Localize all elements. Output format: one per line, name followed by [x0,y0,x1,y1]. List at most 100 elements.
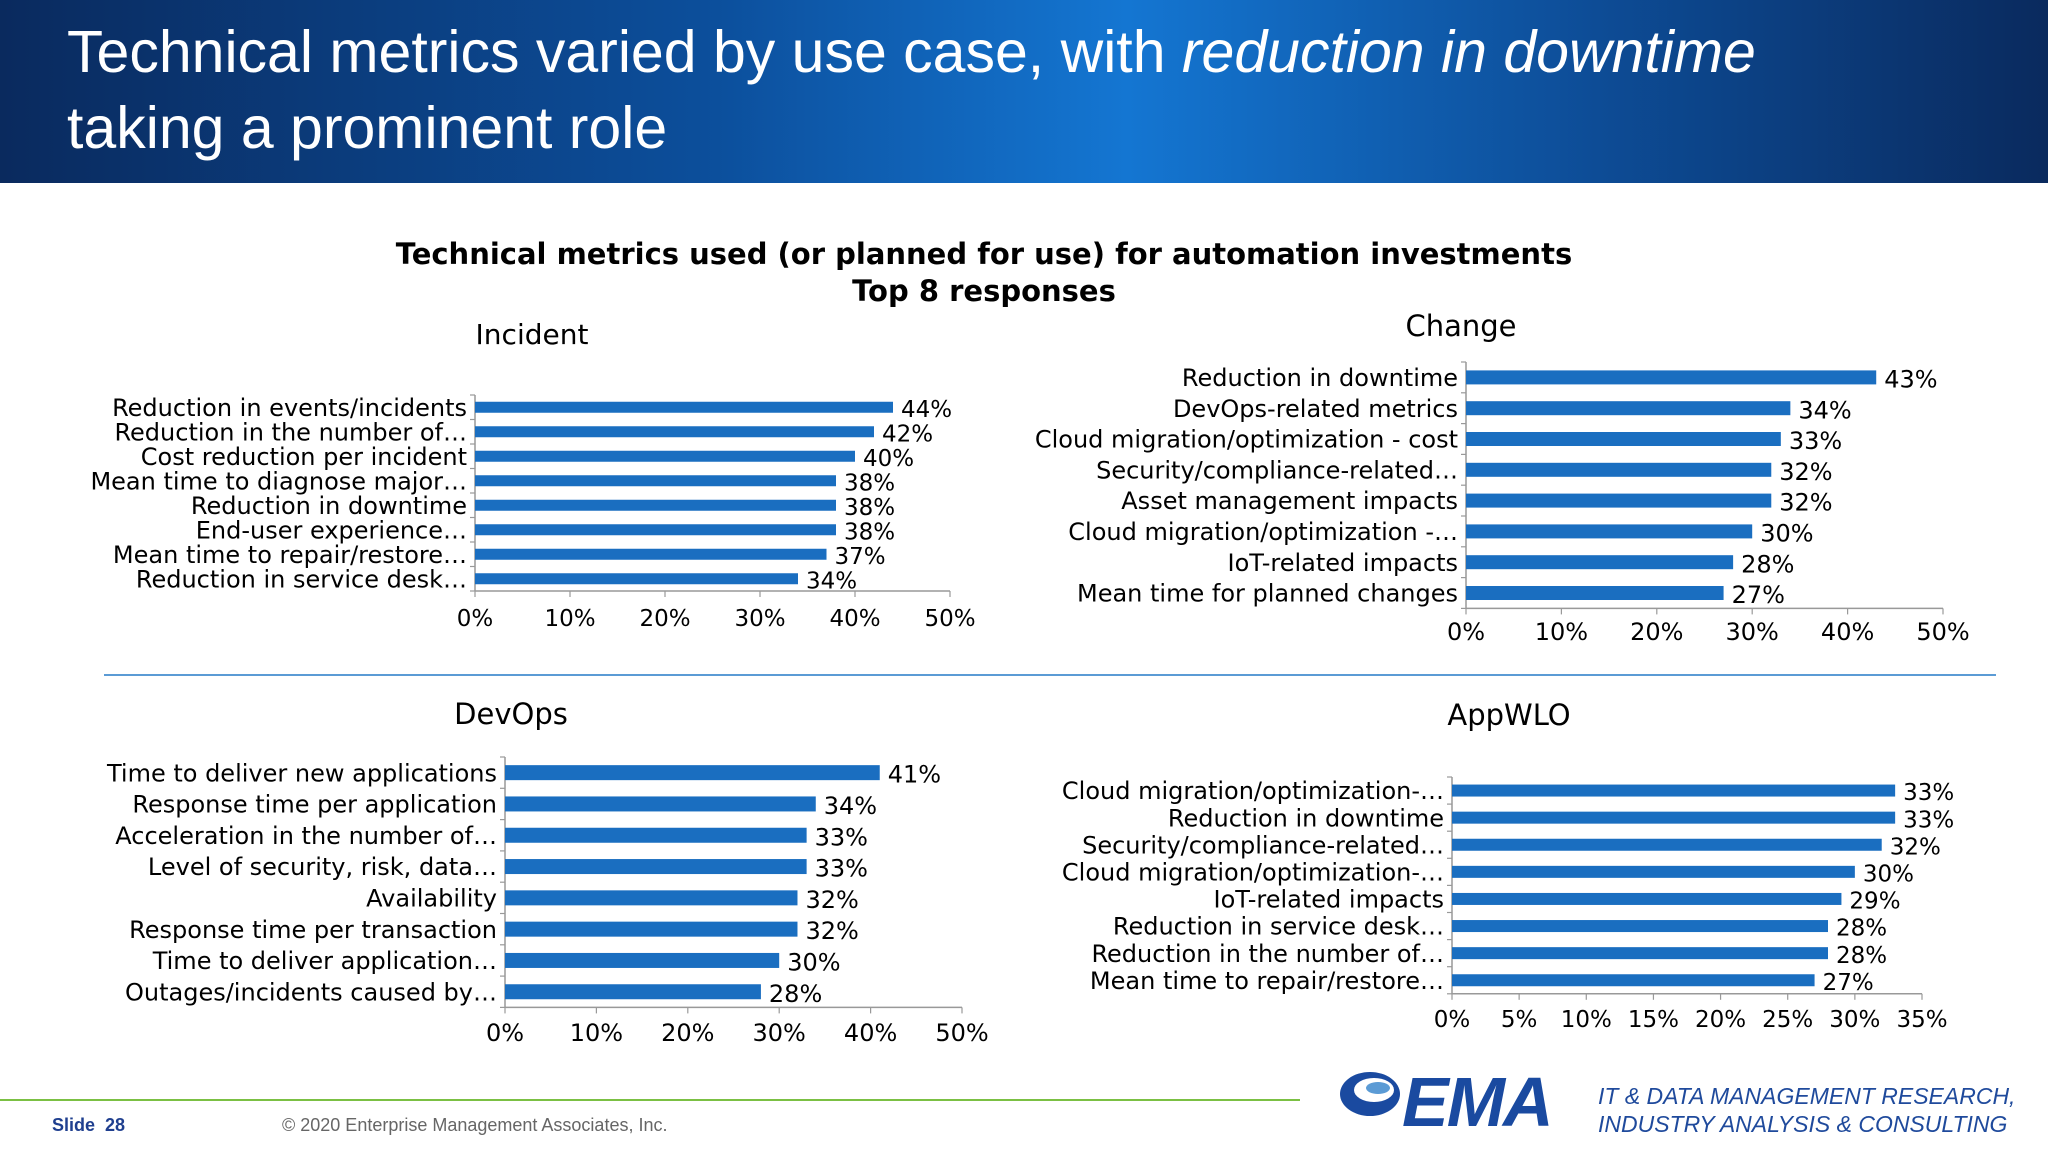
chart-devops-bar [505,952,780,968]
chart-incident-category-label: Reduction in downtime [191,492,467,520]
logo-swirl-icon [1340,1072,1400,1116]
chart-change-bar [1466,432,1781,446]
chart-devops-category-label: Time to deliver new applications [106,759,497,787]
logo-wordmark: EMA [1402,1063,1554,1141]
chart-appwlo-value-label: 29% [1849,889,1900,915]
title-emphasis: reduction in downtime [1181,19,1756,85]
chart-incident-bar [475,401,893,413]
chart-appwlo-value-label: 28% [1836,916,1887,942]
chart-incident-category-label: Reduction in service desk… [136,565,467,593]
chart-incident-value-label: 40% [863,446,914,472]
chart-incident-bar [475,548,827,560]
chart-incident-category-label: Reduction in the number of… [114,418,467,446]
chart-incident-value-label: 37% [835,544,886,570]
chart-incident-bar [475,475,836,487]
chart-appwlo-title: AppWLO [1447,698,1570,732]
chart-change-x-tick-label: 20% [1630,618,1683,646]
copyright-text: © 2020 Enterprise Management Associates,… [282,1115,668,1135]
chart-main-title: Technical metrics used (or planned for u… [0,236,1968,310]
chart-change-category-label: Mean time for planned changes [1077,580,1458,608]
title-part2: taking a prominent role [67,95,668,161]
chart-appwlo-x-tick-label: 35% [1896,1007,1947,1033]
chart-change-bar [1466,401,1791,416]
header-banner: Technical metrics varied by use case, wi… [0,0,2048,183]
slide-number-value: 28 [105,1115,126,1135]
slide-label-text: Slide [52,1115,96,1135]
chart-devops-value-label: 30% [787,949,840,977]
chart-change-bar [1466,462,1772,477]
chart-incident-x-tick-label: 0% [457,606,494,632]
chart-devops-x-tick-label: 10% [570,1019,623,1047]
chart-appwlo-category-label: Reduction in service desk… [1113,913,1444,941]
chart-change-x-tick-label: 0% [1447,618,1485,646]
chart-change-category-label: Reduction in downtime [1182,364,1458,392]
chart-appwlo-bar [1452,947,1828,960]
chart-incident-value-label: 42% [882,421,933,447]
chart-change-title: Change [1405,309,1516,343]
chart-change-category-label: DevOps-related metrics [1173,395,1458,423]
chart-incident-bar [475,524,836,536]
chart-change-x-tick-label: 40% [1821,618,1874,646]
chart-appwlo-category-label: Cloud migration/optimization-… [1062,777,1444,805]
chart-devops-x-tick-label: 20% [661,1019,714,1047]
tagline: IT & DATA MANAGEMENT RESEARCH, INDUSTRY … [1598,1082,2015,1138]
chart-devops-bar [505,921,798,937]
chart-devops-category-label: Response time per application [132,791,497,819]
chart-appwlo-x-tick-label: 0% [1434,1007,1471,1033]
chart-devops-value-label: 33% [815,855,868,883]
chart-devops-x-tick-label: 0% [486,1019,524,1047]
chart-change-category-label: Security/compliance-related… [1096,456,1458,484]
chart-incident-value-label: 34% [806,568,857,594]
chart-incident-title: Incident [476,318,589,351]
chart-devops-category-label: Response time per transaction [129,916,497,944]
chart-appwlo-x-tick-label: 10% [1561,1007,1612,1033]
chart-incident-x-tick-label: 20% [639,606,690,632]
chart-change-value-label: 33% [1789,427,1842,455]
chart-main-title-line2: Top 8 responses [852,274,1116,308]
chart-devops-value-label: 28% [769,980,822,1008]
chart-appwlo-bar [1452,865,1855,878]
chart-devops-category-label: Level of security, risk, data… [148,853,497,881]
chart-incident-category-label: Cost reduction per incident [141,443,467,471]
chart-devops-category-label: Acceleration in the number of… [115,822,497,850]
chart-change-value-label: 27% [1732,581,1785,609]
slide-number: Slide 28 [52,1115,125,1136]
chart-devops-title: DevOps [454,697,568,731]
chart-appwlo-category-label: Cloud migration/optimization-… [1062,858,1444,886]
chart-appwlo-value-label: 28% [1836,943,1887,969]
chart-incident-x-tick-label: 30% [734,606,785,632]
chart-change-value-label: 34% [1798,396,1851,424]
chart-change-x-tick-label: 30% [1726,618,1779,646]
chart-appwlo-value-label: 33% [1903,807,1954,833]
chart-devops-x-tick-label: 30% [753,1019,806,1047]
chart-appwlo-value-label: 30% [1863,862,1914,888]
chart-change-category-label: Cloud migration/optimization -… [1068,518,1458,546]
chart-appwlo-bar [1452,974,1815,987]
chart-change-x-tick-label: 50% [1916,618,1969,646]
chart-appwlo-value-label: 32% [1890,834,1941,860]
chart-appwlo-category-label: Mean time to repair/restore… [1090,967,1444,995]
chart-devops-value-label: 33% [815,823,868,851]
ema-logo: EMA [1330,1058,1570,1141]
footer-line [0,1099,1300,1101]
chart-incident-value-label: 38% [844,495,895,521]
chart-appwlo-x-tick-label: 20% [1695,1007,1746,1033]
chart-change-value-label: 32% [1779,489,1832,517]
chart-change-x-tick-label: 10% [1535,618,1588,646]
chart-incident-value-label: 38% [844,470,895,496]
chart-incident-bar [475,450,855,462]
chart-change-category-label: IoT-related impacts [1228,549,1459,577]
chart-incident-x-tick-label: 10% [544,606,595,632]
chart-devops-category-label: Outages/incidents caused by… [125,978,497,1006]
chart-change-bar [1466,493,1772,508]
chart-appwlo-category-label: Reduction in the number of… [1091,940,1444,968]
chart-appwlo-bar [1452,920,1828,933]
chart-change-bar [1466,524,1753,539]
chart-main-title-line1: Technical metrics used (or planned for u… [395,237,1573,271]
chart-appwlo-value-label: 27% [1823,970,1874,996]
chart-change-category-label: Cloud migration/optimization - cost [1035,426,1458,454]
title-part1: Technical metrics varied by use case, wi… [67,19,1182,85]
chart-appwlo-x-tick-label: 5% [1501,1007,1538,1033]
chart-incident-value-label: 38% [844,519,895,545]
